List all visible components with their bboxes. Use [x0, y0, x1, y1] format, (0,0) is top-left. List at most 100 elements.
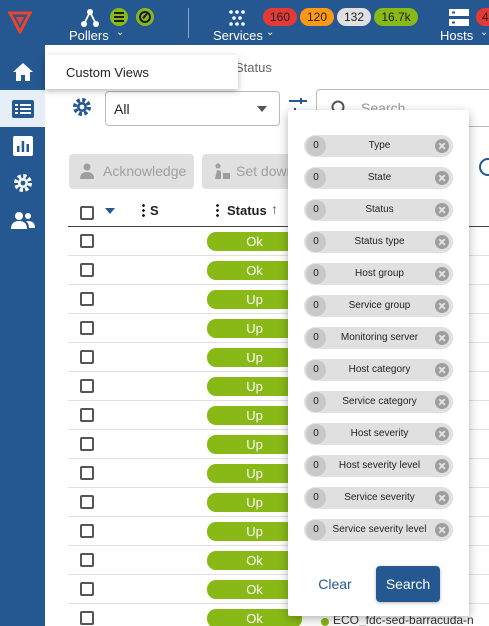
- row-checkbox[interactable]: [80, 582, 94, 596]
- remove-criteria-icon[interactable]: [435, 235, 449, 249]
- remove-criteria-icon[interactable]: [435, 491, 449, 505]
- row-checkbox[interactable]: [80, 553, 94, 567]
- criteria-count: 0: [306, 424, 326, 444]
- remove-criteria-icon[interactable]: [435, 459, 449, 473]
- remove-criteria-icon[interactable]: [435, 523, 449, 537]
- sidebar-item-home[interactable]: [0, 53, 45, 90]
- filter-criteria-chip[interactable]: 0 Status type: [304, 231, 453, 253]
- sidebar-item-reporting[interactable]: [0, 127, 45, 164]
- services-warning-count[interactable]: 120: [300, 8, 334, 26]
- filter-criteria-chip[interactable]: 0 Host group: [304, 263, 453, 285]
- filter-criteria-chip[interactable]: 0 Service severity level: [304, 519, 453, 541]
- filter-select[interactable]: All: [105, 91, 280, 126]
- pollers-menu[interactable]: Pollers ⌄: [66, 0, 166, 45]
- remove-criteria-icon[interactable]: [435, 267, 449, 281]
- filter-criteria-chip[interactable]: 0 Service category: [304, 391, 453, 413]
- row-checkbox[interactable]: [80, 466, 94, 480]
- select-all-checkbox[interactable]: [80, 206, 94, 220]
- filter-criteria-chip[interactable]: 0 Host severity: [304, 423, 453, 445]
- breadcrumb[interactable]: Status: [235, 60, 272, 75]
- acknowledge-button[interactable]: Acknowledge: [69, 154, 194, 189]
- custom-views-item[interactable]: Custom Views: [66, 65, 149, 80]
- table-row[interactable]: Ok: [68, 227, 489, 256]
- criteria-count: 0: [306, 520, 326, 540]
- remove-criteria-icon[interactable]: [435, 363, 449, 377]
- filter-criteria-chip[interactable]: 0 Host category: [304, 359, 453, 381]
- table-row[interactable]: Up: [68, 517, 489, 546]
- latency-gauge-icon[interactable]: [136, 8, 154, 26]
- table-row[interactable]: Up: [68, 430, 489, 459]
- custom-views-menu: Custom Views: [45, 55, 238, 89]
- filter-select-value: All: [114, 101, 130, 117]
- filter-criteria-chip[interactable]: 0 Service group: [304, 295, 453, 317]
- search-button[interactable]: Search: [376, 566, 440, 602]
- filter-criteria-chip[interactable]: 0 Host severity level: [304, 455, 453, 477]
- person-icon: [80, 163, 94, 179]
- sidebar-item-administration[interactable]: [0, 201, 45, 238]
- remove-criteria-icon[interactable]: [435, 171, 449, 185]
- filter-criteria-chip[interactable]: 0 Monitoring server: [304, 327, 453, 349]
- column-status-header[interactable]: Status: [227, 203, 267, 218]
- filter-criteria-chip[interactable]: 0 Service severity: [304, 487, 453, 509]
- table-row[interactable]: Up: [68, 401, 489, 430]
- more-vertical-icon[interactable]: [216, 203, 219, 217]
- more-vertical-icon[interactable]: [142, 203, 145, 217]
- table-row[interactable]: Up: [68, 314, 489, 343]
- remove-criteria-icon[interactable]: [435, 203, 449, 217]
- users-icon: [10, 211, 35, 229]
- database-status-icon[interactable]: [110, 8, 128, 26]
- downtime-person-icon: [215, 163, 230, 179]
- table-row[interactable]: Ok ECO_fdc-sed-barracuda-n: [68, 604, 489, 626]
- status-dot: [321, 618, 329, 626]
- row-checkbox[interactable]: [80, 263, 94, 277]
- services-ok-count[interactable]: 16.7k: [374, 8, 418, 26]
- table-row[interactable]: Up: [68, 372, 489, 401]
- centreon-logo[interactable]: [8, 10, 32, 34]
- remove-criteria-icon[interactable]: [435, 331, 449, 345]
- column-severity-header[interactable]: S: [150, 203, 159, 218]
- remove-criteria-icon[interactable]: [435, 427, 449, 441]
- services-unknown-count[interactable]: 132: [337, 8, 371, 26]
- table-row[interactable]: Up: [68, 343, 489, 372]
- top-header: Pollers ⌄ Services ⌄ 160 120 132 16.7k H…: [0, 0, 489, 45]
- filter-criteria-chip[interactable]: 0 Status: [304, 199, 453, 221]
- status-badge: Up: [207, 290, 302, 309]
- table-row[interactable]: Up: [68, 488, 489, 517]
- sidebar-item-configuration[interactable]: [0, 164, 45, 201]
- row-checkbox[interactable]: [80, 379, 94, 393]
- clear-button[interactable]: Clear: [318, 576, 352, 592]
- services-critical-count[interactable]: 160: [263, 8, 297, 26]
- row-checkbox[interactable]: [80, 350, 94, 364]
- row-checkbox[interactable]: [80, 292, 94, 306]
- filter-criteria-chip[interactable]: 0 State: [304, 167, 453, 189]
- refresh-icon[interactable]: [479, 158, 489, 176]
- chevron-down-icon: ⌄: [266, 27, 275, 38]
- remove-criteria-icon[interactable]: [435, 139, 449, 153]
- table-row[interactable]: Up: [68, 285, 489, 314]
- table-row[interactable]: Ok: [68, 256, 489, 285]
- hosts-down-count[interactable]: 4: [476, 8, 489, 26]
- hosts-menu[interactable]: Hosts ⌄: [440, 0, 489, 45]
- row-checkbox[interactable]: [80, 437, 94, 451]
- status-badge: Ok: [207, 609, 302, 626]
- criteria-label: Type: [368, 140, 391, 151]
- row-checkbox[interactable]: [80, 408, 94, 422]
- filter-criteria-chip[interactable]: 0 Type: [304, 135, 453, 157]
- table-row[interactable]: Ok: [68, 575, 489, 604]
- sort-arrow-up-icon[interactable]: ↑: [271, 201, 278, 217]
- row-checkbox[interactable]: [80, 495, 94, 509]
- remove-criteria-icon[interactable]: [435, 395, 449, 409]
- table-row[interactable]: Up: [68, 459, 489, 488]
- sidebar-item-monitoring[interactable]: [0, 90, 45, 127]
- row-checkbox[interactable]: [80, 611, 94, 625]
- table-header-divider: [68, 226, 489, 227]
- filter-settings-gear-icon[interactable]: [71, 96, 93, 118]
- services-menu[interactable]: Services ⌄: [210, 0, 410, 45]
- resource-name[interactable]: ECO_fdc-sed-barracuda-n: [333, 613, 474, 626]
- row-checkbox[interactable]: [80, 234, 94, 248]
- table-row[interactable]: Ok: [68, 546, 489, 575]
- row-checkbox[interactable]: [80, 524, 94, 538]
- row-checkbox[interactable]: [80, 321, 94, 335]
- caret-down-icon[interactable]: [105, 208, 115, 214]
- remove-criteria-icon[interactable]: [435, 299, 449, 313]
